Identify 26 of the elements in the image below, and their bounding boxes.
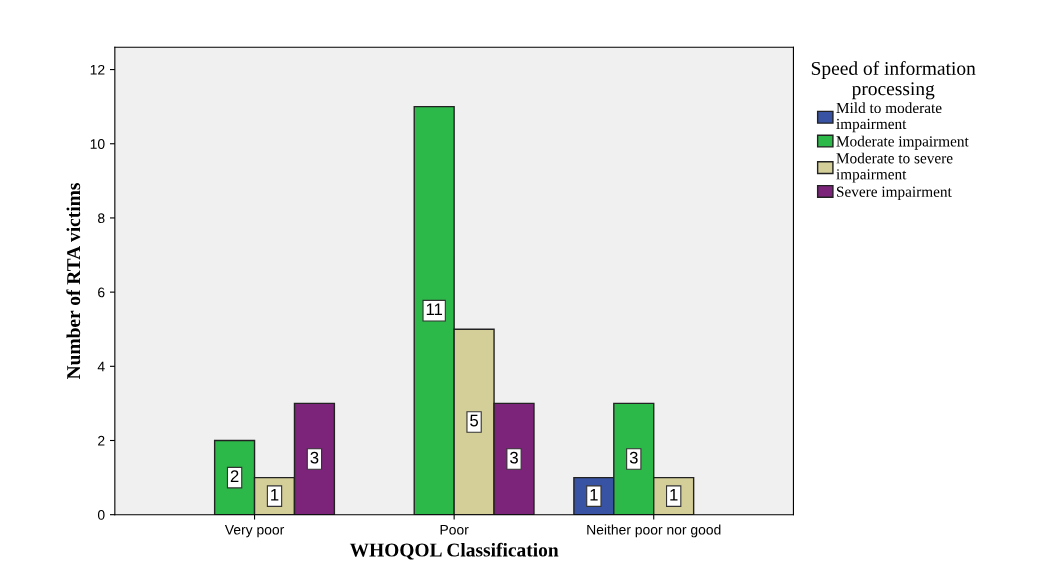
y-tick-label: 0 — [97, 510, 105, 520]
y-tick-label: 10 — [90, 139, 105, 149]
data-label: 3 — [629, 451, 638, 464]
data-label: 1 — [670, 488, 678, 501]
legend-label: Moderate to severe impairment — [836, 152, 953, 183]
data-label: 5 — [470, 414, 479, 427]
x-tick-label: Very poor — [224, 524, 285, 538]
y-tick-label: 2 — [98, 435, 105, 446]
x-tick-label: Poor — [440, 524, 469, 535]
y-tick-label: 12 — [90, 64, 105, 75]
data-label: 2 — [230, 470, 239, 482]
y-tick-label: 8 — [98, 213, 105, 224]
data-label: 3 — [510, 451, 518, 464]
data-label: 1 — [271, 488, 279, 501]
y-tick-label: 4 — [97, 361, 105, 372]
legend-label: Mild to moderate impairment — [836, 102, 942, 133]
legend-label: Severe impairment — [837, 186, 952, 200]
y-tick-label: 6 — [98, 287, 105, 298]
legend-label: Moderate impairment — [836, 135, 969, 150]
data-label: 1 — [590, 488, 598, 501]
y-axis-title: Number of RTA victims — [66, 183, 81, 380]
data-label: 3 — [310, 451, 319, 464]
legend-title: Speed of information processing — [811, 61, 976, 100]
x-tick-label: Neither poor nor good — [587, 524, 721, 538]
x-axis-title: WHOQOL Classification — [349, 542, 559, 560]
data-label: 11 — [426, 303, 443, 315]
